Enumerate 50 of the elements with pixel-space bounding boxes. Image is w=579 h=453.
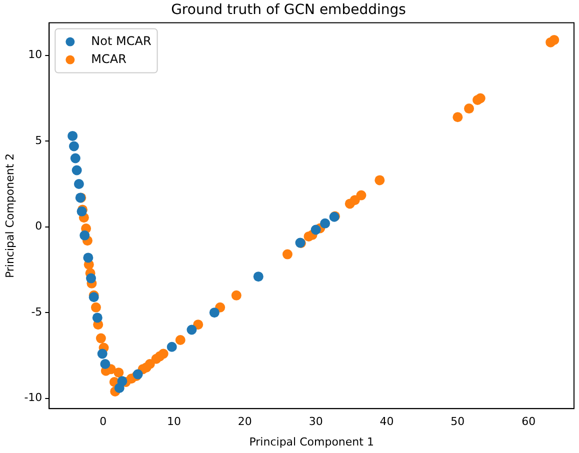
x-tick-label: 30	[308, 415, 323, 428]
y-axis-title: Principal Component 2	[3, 153, 16, 278]
point	[70, 153, 80, 164]
y-tick-label: 10	[28, 48, 42, 62]
point	[114, 368, 124, 378]
x-tick-label: 0	[100, 415, 107, 428]
legend-label: MCAR	[91, 52, 126, 66]
point	[117, 376, 128, 386]
y-tick-label: 0	[35, 220, 42, 233]
x-tick-label: 60	[522, 415, 536, 428]
point	[68, 130, 78, 141]
point	[193, 320, 204, 330]
point	[158, 348, 168, 359]
point	[68, 141, 79, 152]
point	[144, 359, 155, 370]
point	[86, 273, 96, 284]
point	[253, 272, 264, 282]
y-tick-label: 5	[35, 134, 42, 147]
point	[100, 359, 110, 370]
point	[175, 335, 186, 346]
x-tick-label: 50	[450, 415, 465, 428]
point	[475, 93, 486, 104]
point	[96, 333, 106, 344]
point	[231, 290, 242, 300]
x-tick-label: 20	[238, 415, 252, 428]
chart-title: Ground truth of GCN embeddings	[171, 2, 406, 18]
point	[74, 178, 84, 189]
y-tick-label: -5	[31, 305, 42, 318]
point	[320, 218, 330, 228]
point	[90, 302, 101, 312]
x-axis-title: Principal Component 1	[249, 435, 374, 448]
point	[374, 175, 385, 186]
legend-label: Not MCAR	[91, 34, 152, 48]
point	[186, 324, 197, 335]
point	[72, 165, 82, 176]
x-tick-label: 40	[380, 415, 394, 428]
point	[97, 348, 108, 359]
point	[209, 308, 220, 318]
point	[83, 252, 94, 263]
point	[80, 230, 90, 240]
point	[356, 190, 366, 200]
point	[92, 312, 102, 323]
point	[464, 104, 474, 114]
y-tick-label: -10	[24, 391, 42, 404]
point	[166, 342, 177, 352]
point	[282, 249, 292, 260]
point	[310, 224, 321, 235]
x-tick-label: 10	[166, 415, 181, 428]
point	[549, 34, 560, 45]
point	[452, 112, 463, 122]
